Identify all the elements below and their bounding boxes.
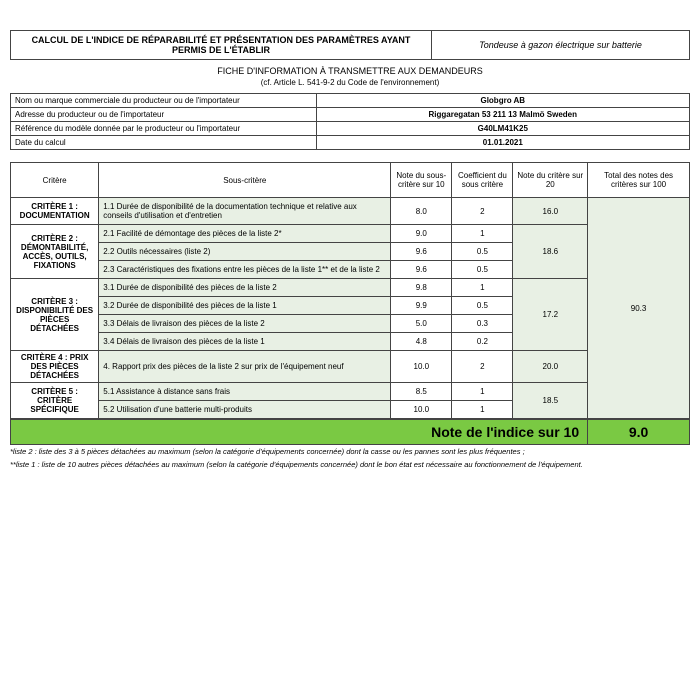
subcriteria-label: 4. Rapport prix des pièces de la liste 2… — [99, 351, 391, 383]
header-table: CALCUL DE L'INDICE DE RÉPARABILITÉ ET PR… — [10, 30, 690, 60]
footnote-line: **liste 1 : liste de 10 autres pièces dé… — [10, 458, 690, 471]
subcriteria-label: 3.1 Durée de disponibilité des pièces de… — [99, 279, 391, 297]
subcriteria-coef: 2 — [452, 198, 513, 225]
subcriteria-label: 2.1 Facilité de démontage des pièces de … — [99, 225, 391, 243]
criteria-name: CRITÈRE 4 : PRIX DES PIÈCES DÉTACHÉES — [11, 351, 99, 383]
subcriteria-note: 9.0 — [391, 225, 452, 243]
criteria-score20: 20.0 — [513, 351, 588, 383]
subcriteria-coef: 0.5 — [452, 261, 513, 279]
subcriteria-note: 9.9 — [391, 297, 452, 315]
criteria-score20: 18.5 — [513, 383, 588, 419]
criteria-score20: 16.0 — [513, 198, 588, 225]
criteria-table: Critère Sous-critère Note du sous-critèr… — [10, 162, 690, 419]
subtitle-2: (cf. Article L. 541-9-2 du Code de l'env… — [10, 78, 690, 93]
subcriteria-coef: 0.5 — [452, 297, 513, 315]
subcriteria-label: 1.1 Durée de disponibilité de la documen… — [99, 198, 391, 225]
criteria-name: CRITÈRE 3 : DISPONIBILITÉ DES PIÈCES DÉT… — [11, 279, 99, 351]
col-critere: Critère — [11, 163, 99, 198]
doc-title: CALCUL DE L'INDICE DE RÉPARABILITÉ ET PR… — [11, 31, 432, 60]
subcriteria-label: 5.1 Assistance à distance sans frais — [99, 383, 391, 401]
subcriteria-coef: 0.2 — [452, 333, 513, 351]
subcriteria-label: 5.2 Utilisation d'une batterie multi-pro… — [99, 401, 391, 419]
subcriteria-coef: 0.3 — [452, 315, 513, 333]
info-value: Riggaregatan 53 211 13 Malmö Sweden — [316, 108, 689, 122]
criteria-score20: 17.2 — [513, 279, 588, 351]
subcriteria-label: 2.2 Outils nécessaires (liste 2) — [99, 243, 391, 261]
footnotes: *liste 2 : liste des 3 à 5 pièces détach… — [10, 445, 690, 471]
col-note-crit: Note du critère sur 20 — [513, 163, 588, 198]
footnote-line: *liste 2 : liste des 3 à 5 pièces détach… — [10, 445, 690, 458]
info-value: Globgro AB — [316, 94, 689, 108]
info-label: Adresse du producteur ou de l'importateu… — [11, 108, 317, 122]
col-sous: Sous-critère — [99, 163, 391, 198]
total-score100: 90.3 — [588, 198, 690, 419]
subcriteria-label: 2.3 Caractéristiques des fixations entre… — [99, 261, 391, 279]
final-table: Note de l'indice sur 10 9.0 — [10, 419, 690, 445]
info-label: Date du calcul — [11, 136, 317, 150]
subcriteria-label: 3.2 Durée de disponibilité des pièces de… — [99, 297, 391, 315]
subcriteria-coef: 2 — [452, 351, 513, 383]
subcriteria-label: 3.3 Délais de livraison des pièces de la… — [99, 315, 391, 333]
subcriteria-note: 4.8 — [391, 333, 452, 351]
subcriteria-note: 9.6 — [391, 243, 452, 261]
criteria-name: CRITÈRE 5 : CRITÈRE SPÉCIFIQUE — [11, 383, 99, 419]
subcriteria-label: 3.4 Délais de livraison des pièces de la… — [99, 333, 391, 351]
subcriteria-coef: 1 — [452, 401, 513, 419]
subcriteria-coef: 1 — [452, 225, 513, 243]
final-label: Note de l'indice sur 10 — [11, 420, 588, 445]
subcriteria-coef: 1 — [452, 383, 513, 401]
subcriteria-note: 8.5 — [391, 383, 452, 401]
subcriteria-note: 9.8 — [391, 279, 452, 297]
subcriteria-note: 5.0 — [391, 315, 452, 333]
subcriteria-coef: 1 — [452, 279, 513, 297]
info-table: Nom ou marque commerciale du producteur … — [10, 93, 690, 150]
subcriteria-note: 10.0 — [391, 351, 452, 383]
subcriteria-coef: 0.5 — [452, 243, 513, 261]
info-label: Référence du modèle donnée par le produc… — [11, 122, 317, 136]
subcriteria-note: 8.0 — [391, 198, 452, 225]
info-label: Nom ou marque commerciale du producteur … — [11, 94, 317, 108]
col-total: Total des notes des critères sur 100 — [588, 163, 690, 198]
criteria-name: CRITÈRE 1 : DOCUMENTATION — [11, 198, 99, 225]
final-score: 9.0 — [588, 420, 690, 445]
col-coef: Coefficient du sous critère — [452, 163, 513, 198]
subcriteria-note: 10.0 — [391, 401, 452, 419]
product-name: Tondeuse à gazon électrique sur batterie — [431, 31, 689, 60]
info-value: 01.01.2021 — [316, 136, 689, 150]
subtitle-1: FICHE D'INFORMATION À TRANSMETTRE AUX DE… — [10, 60, 690, 78]
criteria-name: CRITÈRE 2 : DÉMONTABILITÉ, ACCÈS, OUTILS… — [11, 225, 99, 279]
subcriteria-note: 9.6 — [391, 261, 452, 279]
info-value: G40LM41K25 — [316, 122, 689, 136]
col-note-sc: Note du sous-critère sur 10 — [391, 163, 452, 198]
criteria-score20: 18.6 — [513, 225, 588, 279]
